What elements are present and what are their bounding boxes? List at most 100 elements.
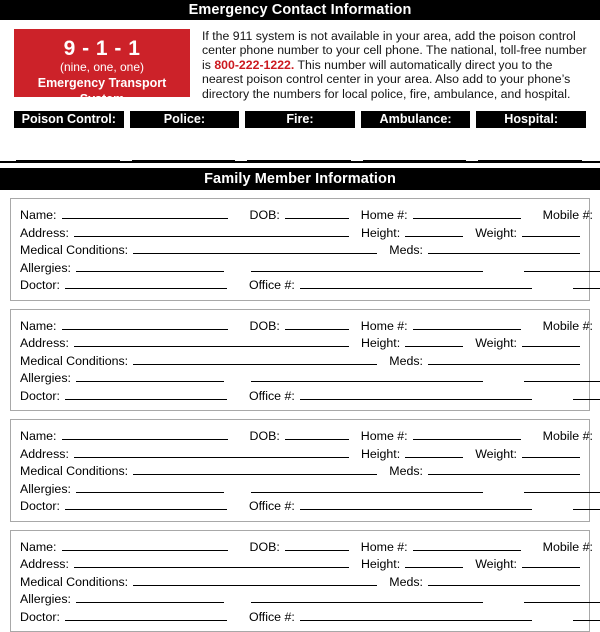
- input-name[interactable]: [61, 206, 228, 220]
- input-medical-conditions[interactable]: [133, 573, 378, 586]
- label-mobile-number: Mobile #:: [542, 318, 593, 333]
- input-meds-continued[interactable]: [523, 480, 600, 493]
- label-weight: Weight:: [475, 336, 517, 351]
- label-name: Name:: [20, 318, 57, 333]
- row-address-height-weight: Address: Height: Weight:: [20, 555, 580, 573]
- input-allergies-continued[interactable]: [250, 369, 483, 383]
- label-medical-conditions: Medical Conditions:: [20, 353, 129, 368]
- input-meds[interactable]: [428, 352, 580, 365]
- label-address: Address:: [20, 446, 69, 461]
- label-office-number: Office #:: [248, 609, 295, 624]
- row-doctor-office: Doctor: Office #:: [20, 608, 600, 626]
- input-meds[interactable]: [428, 573, 580, 586]
- label-meds: Meds:: [389, 574, 423, 589]
- family-member-card: Name: DOB: Home #: Mobile #: Address: He…: [10, 308, 600, 412]
- label-name: Name:: [20, 539, 57, 554]
- input-home-number[interactable]: [412, 317, 521, 330]
- input-meds[interactable]: [428, 241, 580, 255]
- input-height[interactable]: [405, 445, 464, 458]
- input-meds-continued-2[interactable]: [572, 387, 600, 400]
- row-allergies: Allergies:: [20, 590, 600, 608]
- input-doctor[interactable]: [64, 608, 227, 621]
- input-meds-continued[interactable]: [523, 590, 600, 604]
- paragraph-text-after: This number will automatically direct yo…: [202, 57, 571, 101]
- contact-label-hospital: Hospital:: [476, 111, 586, 129]
- contact-input-hospital[interactable]: [478, 138, 582, 162]
- row-allergies: Allergies:: [20, 480, 600, 498]
- input-allergies[interactable]: [75, 480, 224, 493]
- input-medical-conditions[interactable]: [133, 462, 378, 476]
- label-address: Address:: [20, 225, 69, 240]
- input-medical-conditions[interactable]: [133, 241, 378, 255]
- label-medical-conditions: Medical Conditions:: [20, 243, 129, 258]
- input-allergies[interactable]: [75, 590, 224, 604]
- row-address-height-weight: Address: Height: Weight:: [20, 224, 580, 242]
- input-allergies[interactable]: [75, 259, 224, 272]
- label-meds: Meds:: [389, 243, 423, 258]
- label-office-number: Office #:: [248, 278, 295, 293]
- input-dob[interactable]: [284, 427, 349, 441]
- input-allergies[interactable]: [75, 369, 224, 383]
- input-office-number[interactable]: [299, 387, 532, 400]
- input-weight[interactable]: [522, 334, 580, 348]
- label-meds: Meds:: [389, 464, 423, 479]
- input-address[interactable]: [73, 445, 349, 458]
- input-allergies-continued[interactable]: [250, 480, 483, 493]
- input-name[interactable]: [61, 427, 228, 441]
- emergency-intro-row: 9 - 1 - 1 (nine, one, one) Emergency Tra…: [0, 20, 600, 106]
- input-doctor[interactable]: [64, 276, 227, 290]
- input-home-number[interactable]: [412, 538, 521, 551]
- input-doctor[interactable]: [64, 497, 227, 511]
- input-allergies-continued[interactable]: [250, 590, 483, 604]
- label-address: Address:: [20, 336, 69, 351]
- label-office-number: Office #:: [248, 388, 295, 403]
- input-home-number[interactable]: [412, 206, 521, 220]
- input-office-number[interactable]: [299, 497, 532, 511]
- row-doctor-office: Doctor: Office #:: [20, 497, 600, 515]
- input-weight[interactable]: [522, 445, 580, 458]
- input-meds[interactable]: [428, 462, 580, 476]
- family-member-card: Name: DOB: Home #: Mobile #: Address: He…: [10, 419, 600, 522]
- contact-input-police[interactable]: [131, 138, 236, 162]
- input-address[interactable]: [73, 334, 349, 348]
- input-meds-continued[interactable]: [523, 369, 600, 383]
- row-doctor-office: Doctor: Office #:: [20, 276, 600, 294]
- contact-input-ambulance[interactable]: [362, 138, 467, 162]
- input-weight[interactable]: [522, 555, 580, 569]
- row-doctor-office: Doctor: Office #:: [20, 387, 600, 405]
- label-allergies: Allergies:: [20, 260, 71, 275]
- input-allergies-continued[interactable]: [250, 259, 483, 272]
- label-name: Name:: [20, 208, 57, 223]
- input-office-number[interactable]: [299, 276, 532, 290]
- input-dob[interactable]: [284, 206, 349, 220]
- contact-label-fire: Fire:: [245, 111, 355, 129]
- input-dob[interactable]: [284, 317, 349, 330]
- input-height[interactable]: [405, 334, 464, 348]
- row-medical-conditions-meds: Medical Conditions: Meds:: [20, 573, 580, 591]
- contact-input-poison-control[interactable]: [16, 138, 120, 162]
- input-weight[interactable]: [522, 224, 580, 237]
- input-meds-continued-2[interactable]: [572, 276, 600, 290]
- input-address[interactable]: [73, 555, 349, 569]
- contact-input-fire[interactable]: [247, 138, 351, 162]
- input-medical-conditions[interactable]: [133, 352, 378, 365]
- input-meds-continued[interactable]: [523, 259, 600, 272]
- input-home-number[interactable]: [412, 427, 521, 441]
- label-meds: Meds:: [389, 353, 423, 368]
- row-medical-conditions-meds: Medical Conditions: Meds:: [20, 462, 580, 480]
- input-doctor[interactable]: [64, 387, 227, 400]
- input-address[interactable]: [73, 224, 349, 237]
- label-dob: DOB:: [249, 429, 280, 444]
- input-meds-continued-2[interactable]: [572, 608, 600, 621]
- row-name-dob-home-mobile: Name: DOB: Home #: Mobile #:: [20, 427, 593, 445]
- row-name-dob-home-mobile: Name: DOB: Home #: Mobile #:: [20, 317, 593, 335]
- input-height[interactable]: [405, 224, 464, 237]
- input-height[interactable]: [405, 555, 464, 569]
- input-dob[interactable]: [284, 538, 349, 551]
- input-name[interactable]: [61, 538, 228, 551]
- contact-label-police: Police:: [129, 111, 240, 129]
- input-meds-continued-2[interactable]: [572, 497, 600, 511]
- input-name[interactable]: [61, 317, 228, 330]
- input-office-number[interactable]: [299, 608, 532, 621]
- row-name-dob-home-mobile: Name: DOB: Home #: Mobile #:: [20, 206, 593, 224]
